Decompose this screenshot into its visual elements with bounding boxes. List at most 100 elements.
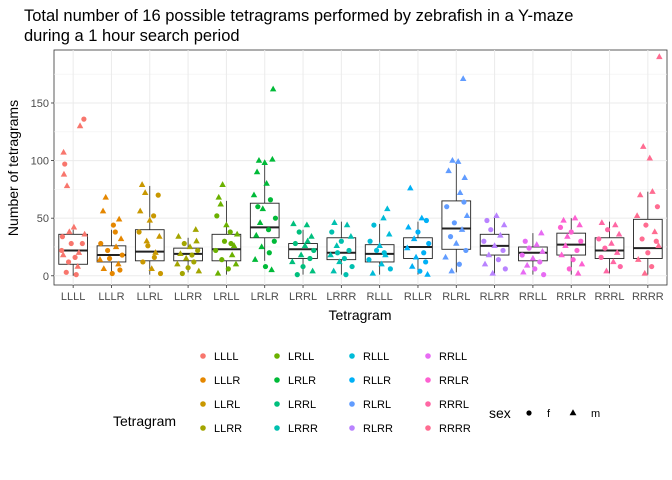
data-point-LLLR-f — [119, 252, 125, 258]
data-point-RRRL-m — [598, 219, 606, 225]
data-point-RLRR-m — [489, 269, 496, 276]
data-point-RLRL-m — [459, 75, 467, 81]
data-point-LLRR-m — [175, 233, 182, 239]
data-point-RLLL-f — [387, 266, 393, 272]
data-point-RLLR-m — [407, 184, 414, 191]
legend-item-LLRL: LLRL — [200, 399, 240, 411]
data-point-LRRL-m — [309, 267, 316, 274]
data-point-RLLR-f — [426, 240, 432, 247]
data-point-LLRL-f — [136, 229, 142, 235]
data-point-LLLL-m — [70, 223, 78, 230]
data-point-LRLL-m — [214, 269, 222, 276]
data-point-RLRL-m — [456, 189, 464, 196]
x-axis-title: Tetragram — [328, 307, 391, 323]
data-point-LLRR-m — [182, 254, 190, 261]
data-point-RLLL-m — [384, 205, 391, 212]
data-point-LRRL-m — [304, 237, 311, 244]
legend-key-LRRR — [274, 425, 280, 431]
legend-label-RLLL: RLLL — [363, 351, 389, 363]
boxplot-LLLR — [96, 229, 127, 275]
legend-label-RLRR: RLRR — [363, 423, 393, 435]
data-point-RRRL-f — [598, 254, 604, 260]
data-point-LRLR-f — [271, 238, 277, 244]
data-point-RLRR-m — [481, 260, 489, 267]
data-point-LLRR-m — [186, 243, 194, 250]
legend-key-RLLL — [349, 353, 355, 359]
legend-key-triangle — [569, 409, 577, 416]
data-point-RLRR-f — [495, 257, 502, 263]
data-point-RLLR-m — [418, 214, 426, 221]
data-point-RLRR-f — [502, 266, 508, 272]
chart-title: Total number of 16 possible tetragrams p… — [24, 7, 573, 45]
y-tick-label: 0 — [43, 271, 49, 283]
data-point-LRRR-f — [349, 263, 355, 270]
data-point-RRRR-m — [633, 212, 641, 219]
data-point-LRLR-f — [262, 263, 269, 270]
data-point-LLRL-m — [141, 189, 149, 196]
data-point-LRRR-f — [341, 255, 348, 262]
data-point-LLRR-m — [195, 267, 203, 274]
data-point-RRLR-m — [576, 221, 583, 228]
legend-key-LRRL — [274, 401, 280, 407]
data-point-RLLR-m — [408, 262, 416, 269]
data-point-LRLR-m — [261, 159, 268, 166]
box-iqr — [96, 245, 127, 263]
data-point-LLLR-f — [109, 270, 115, 277]
data-point-LLLL-m — [60, 170, 68, 177]
data-point-RLLR-f — [423, 217, 429, 224]
box-iqr — [326, 237, 357, 261]
data-point-LLRL-m — [143, 237, 150, 244]
legend-item-RRRR: RRRR — [425, 423, 471, 435]
data-point-RRLR-f — [566, 266, 572, 272]
data-point-RLLL-m — [376, 242, 383, 248]
legend-label-RLRL: RLRL — [363, 399, 391, 411]
data-point-RRRR-m — [656, 53, 663, 60]
legend-item-LRLL: LRLL — [274, 351, 314, 363]
data-point-LRRR-f — [334, 250, 341, 256]
data-point-RLRR-m — [500, 221, 508, 228]
data-point-RLLR-m — [412, 253, 420, 260]
data-point-LRLR-m — [263, 180, 270, 186]
data-point-LRRL-m — [290, 220, 297, 227]
data-point-LLRL-f — [155, 192, 161, 198]
data-point-RLRL-m — [442, 253, 449, 260]
legend-key-RRRL — [425, 401, 431, 407]
data-point-LLRR-m — [192, 226, 199, 232]
data-point-RLRR-m — [493, 212, 500, 219]
data-point-LRLR-m — [250, 191, 258, 198]
x-tick-label: LLLL — [61, 291, 85, 303]
data-point-LRRR-m — [333, 242, 340, 248]
y-tick-label: 100 — [31, 156, 49, 168]
data-point-RRLR-m — [564, 233, 571, 239]
data-point-RLLR-m — [404, 244, 411, 251]
data-point-RRRR-m — [646, 154, 653, 161]
data-point-RRLL-m — [538, 229, 545, 236]
boxplot-LRRL — [288, 229, 318, 275]
data-point-LRLR-m — [258, 243, 265, 250]
data-point-RRLL-f — [541, 272, 547, 278]
data-point-LLLL-f — [59, 234, 66, 240]
data-point-LLLL-f — [73, 272, 79, 278]
data-point-LLRL-m — [148, 265, 155, 272]
data-point-LLLR-f — [106, 255, 113, 262]
legend-tetragram-items: LLLL LLLR LLRL LLRR LRLL LRLR LRRL LRRR RLLL RLLR… — [200, 351, 471, 435]
data-point-RRLL-m — [520, 268, 527, 275]
legend-item-RRRL: RRRL — [425, 399, 469, 411]
data-point-RLRL-f — [447, 234, 454, 240]
legend-label-LRRR: LRRR — [288, 423, 318, 435]
legend-item-RLLR: RLLR — [349, 375, 391, 387]
data-point-RLRL-f — [456, 261, 462, 267]
data-point-LRLR-m — [253, 168, 261, 175]
data-point-LRLR-m — [256, 219, 264, 225]
data-point-LRLR-m — [268, 266, 275, 273]
data-point-LRLR-f — [267, 197, 274, 203]
data-point-LRLL-m — [228, 251, 236, 258]
data-point-LLRR-m — [174, 260, 181, 267]
data-point-LLLL-m — [63, 182, 71, 189]
data-point-RRLR-m — [574, 269, 582, 276]
data-point-RRRL-f — [605, 227, 611, 233]
legend-label-LRRL: LRRL — [288, 399, 316, 411]
legend-item-LLLL: LLLL — [200, 351, 238, 363]
data-point-RRLR-m — [560, 216, 567, 223]
